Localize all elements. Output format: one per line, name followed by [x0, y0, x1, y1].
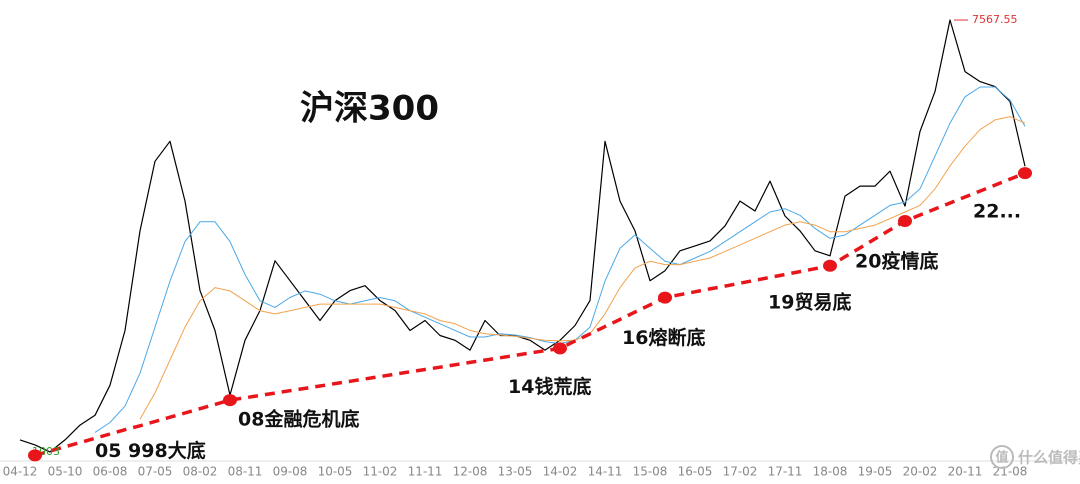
x-tick-label: 19-05 — [858, 465, 893, 479]
watermark: 什么值得买 — [1018, 449, 1080, 467]
x-tick-label: 11-11 — [408, 465, 443, 479]
x-tick-label: 08-02 — [183, 465, 218, 479]
x-tick-label: 08-11 — [228, 465, 263, 479]
x-tick-label: 04-12 — [3, 465, 38, 479]
bottom-dot — [898, 214, 912, 227]
x-tick-label: 16-05 — [678, 465, 713, 479]
x-tick-label: 14-11 — [588, 465, 623, 479]
series-line — [34, 171, 1026, 458]
annotation: 16熔断底 — [622, 326, 705, 349]
x-tick-label: 20-11 — [948, 465, 983, 479]
x-tick-label: 06-08 — [93, 465, 128, 479]
x-tick-label: 18-08 — [813, 465, 848, 479]
x-tick-label: 10-05 — [318, 465, 353, 479]
x-tick-label: 12-08 — [453, 465, 488, 479]
bottom-dot — [658, 291, 672, 304]
bottom-dot — [553, 342, 567, 355]
annotation: 19贸易底 — [768, 290, 851, 313]
annotation: 22... — [973, 201, 1021, 223]
x-tick-label: 05-10 — [48, 465, 83, 479]
x-tick-label: 13-05 — [498, 465, 533, 479]
x-tick-label: 20-02 — [903, 465, 938, 479]
x-tick-label: 17-11 — [768, 465, 803, 479]
bottom-dot — [823, 259, 837, 272]
watermark-icon-bg — [990, 445, 1014, 469]
max-label: 7567.55 — [972, 13, 1018, 26]
bottom-dot — [28, 449, 42, 462]
x-tick-label: 09-08 — [273, 465, 308, 479]
x-tick-label: 15-08 — [633, 465, 668, 479]
x-tick-label: 14-02 — [543, 465, 578, 479]
x-tick-label: 17-02 — [723, 465, 758, 479]
watermark-icon: 值 — [995, 450, 1008, 466]
chart-title: 沪深300 — [300, 89, 439, 129]
bottom-dot — [223, 394, 237, 407]
x-tick-label: 11-02 — [363, 465, 398, 479]
bottom-dot — [1018, 167, 1032, 180]
annotation: 05 998大底 — [95, 439, 206, 462]
annotation: 20疫情底 — [855, 249, 938, 272]
annotation: 14钱荒底 — [508, 375, 591, 398]
x-tick-label: 07-05 — [138, 465, 173, 479]
series-line — [19, 19, 1026, 453]
annotation: 08金融危机底 — [238, 408, 359, 431]
